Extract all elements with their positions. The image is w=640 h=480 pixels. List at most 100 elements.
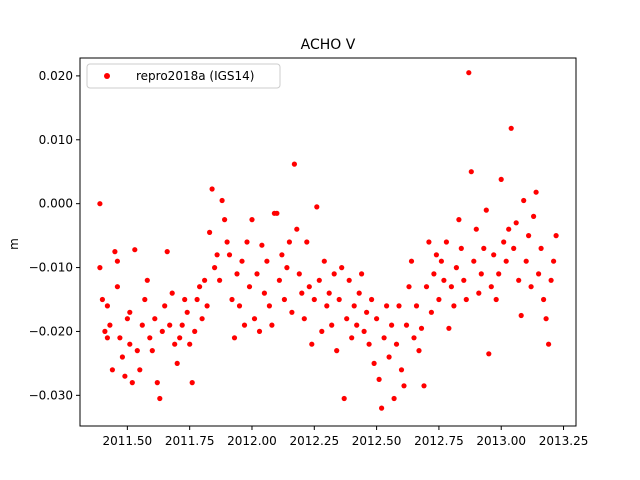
data-point: [546, 341, 552, 347]
data-point: [207, 229, 213, 235]
data-point: [314, 204, 320, 210]
data-point: [266, 303, 272, 309]
data-point: [379, 405, 385, 411]
data-point: [364, 309, 370, 315]
data-point: [172, 341, 178, 347]
data-point: [356, 290, 362, 296]
data-point: [371, 360, 377, 366]
data-point: [548, 277, 554, 283]
data-point: [259, 242, 265, 248]
data-point: [418, 325, 425, 331]
data-point: [369, 296, 375, 303]
data-point: [309, 341, 315, 347]
data-point: [134, 348, 140, 354]
data-point: [167, 322, 173, 328]
data-point: [421, 383, 427, 389]
data-point: [239, 258, 245, 264]
data-point: [306, 284, 312, 290]
data-point: [284, 265, 290, 271]
data-point: [229, 296, 235, 303]
data-point: [518, 312, 524, 319]
data-point: [109, 367, 115, 373]
data-point: [97, 201, 103, 207]
data-point: [536, 271, 542, 277]
data-point: [511, 245, 517, 251]
x-tick-label: 2012.00: [227, 434, 277, 448]
data-point: [222, 217, 228, 223]
data-point: [366, 341, 372, 347]
data-point: [209, 186, 215, 192]
data-point: [114, 284, 120, 290]
data-point: [331, 271, 337, 277]
x-tick-label: 2012.50: [352, 434, 402, 448]
data-point: [488, 284, 494, 290]
data-point: [264, 258, 270, 264]
data-point: [344, 316, 350, 322]
data-point: [386, 354, 392, 360]
data-point: [194, 296, 200, 303]
data-point: [384, 303, 390, 309]
data-point: [269, 322, 275, 328]
data-point: [401, 383, 407, 389]
data-point: [541, 296, 547, 303]
data-point: [398, 367, 405, 373]
data-point: [249, 217, 255, 223]
legend: repro2018a (IGS14): [86, 63, 281, 89]
data-point: [289, 309, 295, 315]
data-point: [468, 169, 474, 175]
data-point: [197, 284, 203, 290]
data-point: [234, 271, 240, 277]
data-point: [523, 258, 529, 264]
data-point: [311, 296, 317, 303]
data-point: [326, 290, 332, 296]
data-point: [177, 335, 183, 341]
data-point: [144, 277, 150, 283]
data-point: [513, 220, 519, 226]
data-point: [294, 226, 300, 232]
data-point: [393, 341, 400, 347]
data-point: [381, 335, 387, 341]
y-tick-label: −0.030: [29, 388, 73, 402]
data-point: [137, 367, 143, 373]
data-point: [256, 328, 263, 334]
data-point: [359, 271, 365, 277]
data-point: [551, 258, 557, 264]
data-point: [279, 252, 285, 258]
data-point: [224, 239, 230, 245]
data-point: [428, 309, 434, 315]
data-point: [147, 335, 153, 341]
data-point: [159, 328, 165, 334]
data-point: [112, 249, 118, 255]
data-point: [408, 258, 415, 264]
data-point: [99, 296, 105, 303]
data-point: [533, 189, 539, 195]
data-point: [179, 322, 185, 328]
data-point: [102, 328, 108, 334]
legend-label: repro2018a (IGS14): [136, 69, 254, 83]
data-point: [476, 290, 482, 296]
data-point: [184, 309, 190, 315]
data-point: [508, 125, 514, 131]
data-point: [276, 277, 282, 283]
data-point: [324, 303, 330, 309]
data-point: [169, 290, 175, 296]
data-point: [461, 277, 467, 283]
y-tick-label: −0.020: [29, 324, 73, 338]
data-point: [241, 322, 248, 328]
data-point: [543, 316, 549, 322]
data-point: [104, 335, 110, 341]
data-point: [361, 328, 367, 334]
data-point: [466, 70, 472, 76]
data-point: [254, 271, 260, 277]
y-tick-label: 0.000: [39, 197, 73, 211]
data-point: [127, 341, 133, 347]
data-point: [202, 277, 208, 283]
data-point: [129, 380, 135, 386]
x-tick-label: 2011.50: [103, 434, 153, 448]
data-point: [164, 249, 170, 255]
x-tick-label: 2012.25: [289, 434, 339, 448]
data-point: [416, 348, 422, 354]
data-point: [456, 217, 462, 223]
y-tick-label: 0.010: [39, 133, 73, 147]
